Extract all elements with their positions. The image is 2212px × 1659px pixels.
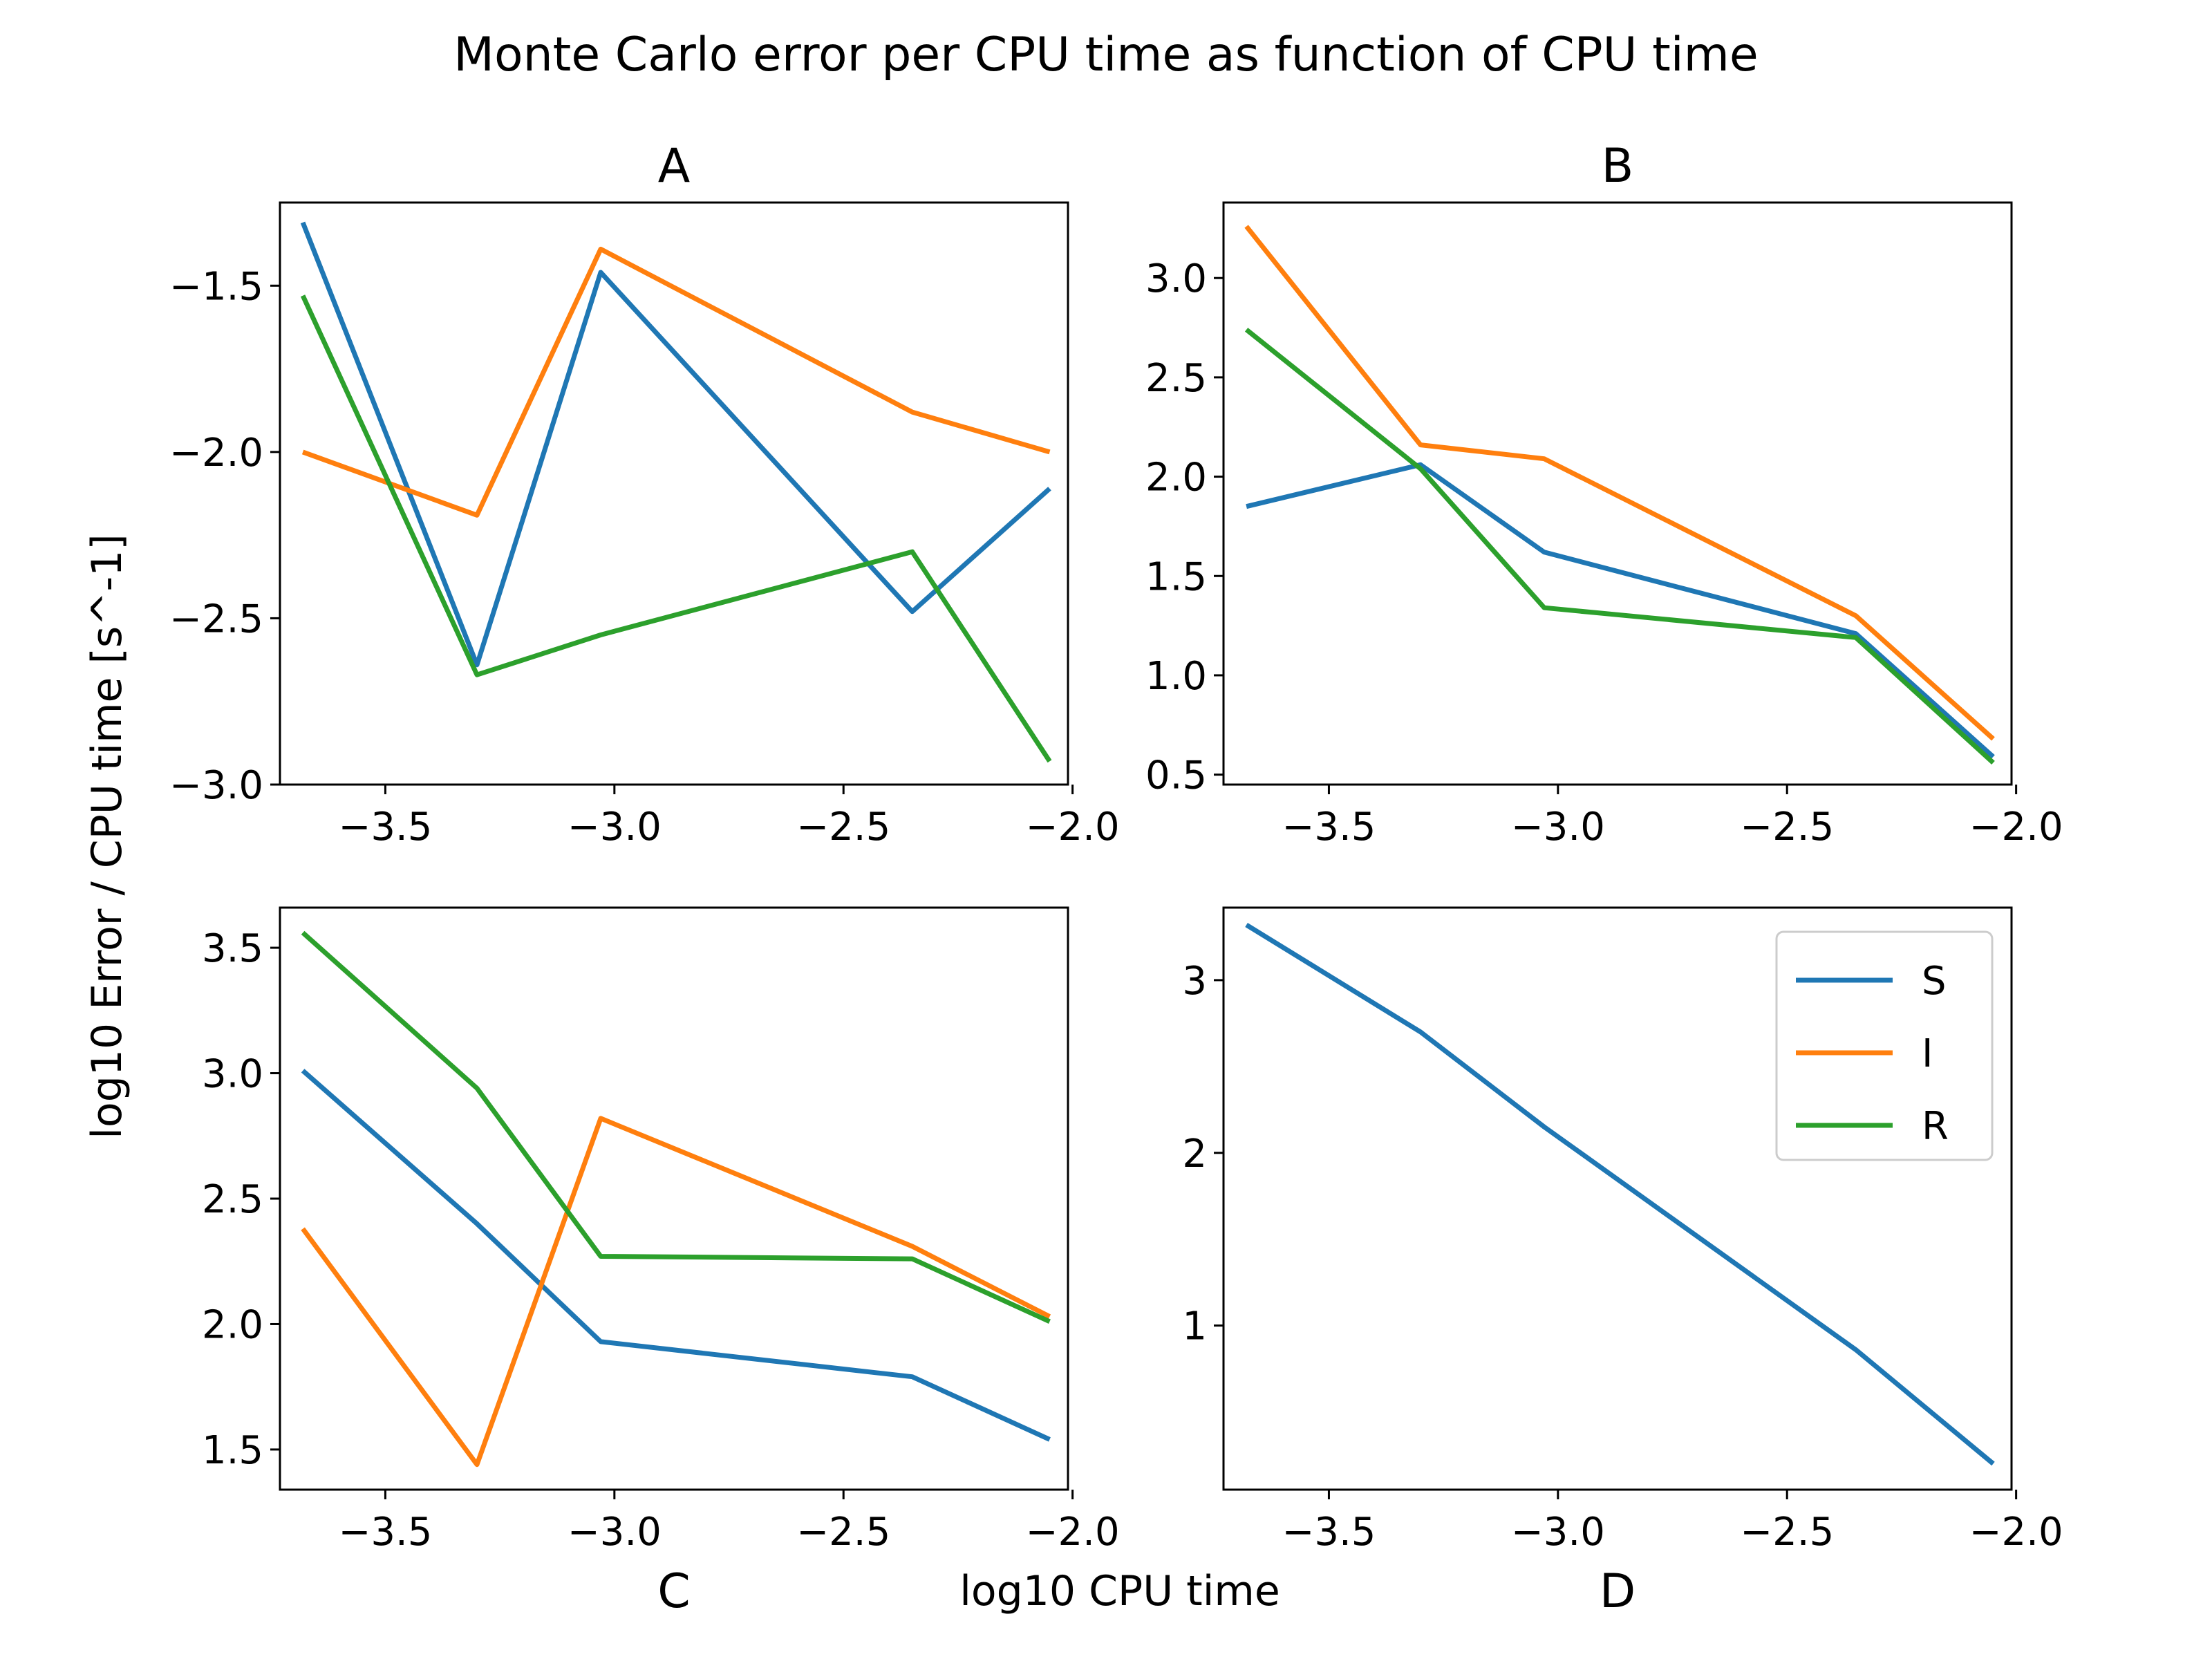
y-tick-label: 2.5 (1145, 356, 1207, 401)
y-tick-label: 3 (1182, 959, 1207, 1004)
x-tick-label: −2.5 (1740, 805, 1834, 850)
legend-label-R: R (1922, 1104, 1949, 1149)
y-tick-label: 1.5 (202, 1428, 263, 1473)
y-tick-label: 2.5 (202, 1177, 263, 1222)
axes-frame (1222, 906, 2013, 1491)
x-tick-label: −2.5 (796, 1510, 890, 1555)
y-tick-label: −2.5 (169, 597, 263, 641)
subplot-B: −3.5 −3.0 −2.5 −2.0 3.0 2.5 2.0 1.5 1.0 0.5 B (1145, 139, 2063, 850)
shared-x-axis-label: log10 CPU time (959, 1567, 1280, 1615)
series-line-I (1244, 225, 1995, 741)
legend-label-S: S (1922, 959, 1947, 1004)
x-tick-label: −3.5 (338, 1510, 432, 1555)
y-tick-label: 2.0 (202, 1302, 263, 1347)
x-tick-label: −3.5 (1282, 1510, 1376, 1555)
y-tick-label: 3.0 (1145, 256, 1207, 301)
x-tick-label: −2.0 (1026, 1510, 1120, 1555)
x-tick-label: −3.5 (1282, 805, 1376, 850)
axes-frame (279, 906, 1069, 1491)
x-tick-label: −3.0 (1511, 805, 1605, 850)
y-tick-label: −1.5 (169, 264, 263, 309)
series-line-R (301, 930, 1051, 1324)
x-tick-label: −2.5 (796, 805, 890, 850)
series-line-S (300, 221, 1051, 668)
series-line-R (1244, 328, 1995, 765)
x-tick-label: −2.0 (1969, 805, 2063, 850)
y-tick-label: 0.5 (1145, 753, 1207, 798)
subplots: −3.5 −3.0 −2.5 −2.0−1.5−2.0−2.5−3.0A−3.5 −3.… (169, 139, 2063, 1619)
x-tick-label: −2.0 (1026, 805, 1120, 850)
y-tick-label: 1.5 (1145, 554, 1207, 599)
legend-box (1775, 930, 1994, 1161)
y-tick-label: −3.0 (169, 763, 263, 808)
x-tick-label: −3.0 (568, 1510, 662, 1555)
shared-y-axis-label: log10 Error / CPU time [s^-1] (83, 534, 131, 1138)
y-tick-label: −2.0 (169, 431, 263, 476)
x-tick-label: −3.5 (338, 805, 432, 850)
legend: SIR (1775, 930, 1994, 1161)
series-line-S (1245, 923, 1995, 1466)
subplot-A: −3.5 −3.0 −2.5 −2.0 −1.5 −2.0 −2.5 −3.0 A (169, 139, 1120, 850)
y-tick-label: 2.0 (1145, 456, 1207, 500)
subplot-title: D (1600, 1564, 1635, 1619)
series-line-I (301, 1116, 1051, 1468)
y-tick-label: 3.0 (202, 1052, 263, 1097)
subplot-title: A (658, 139, 691, 194)
figure-title: Monte Carlo error per CPU time as functi… (453, 28, 1758, 82)
legend-label-I: I (1922, 1031, 1933, 1076)
y-tick-label: 1.0 (1145, 654, 1207, 699)
subplot-D: −3.5 −3.0 −2.5 −2.0 3 2 1 D SIR (1182, 906, 2063, 1619)
y-tick-label: 2 (1182, 1132, 1207, 1177)
y-tick-label: 3.5 (202, 926, 263, 971)
x-tick-label: −3.0 (1511, 1510, 1605, 1555)
x-tick-label: −3.0 (568, 805, 662, 850)
subplot-C: −3.5 −3.0 −2.5 −2.0 3.5 3.0 2.5 2.0 1.5 C (202, 906, 1120, 1619)
series-line-I (301, 246, 1051, 518)
axes-frame (279, 201, 1069, 786)
y-tick-label: 1 (1182, 1304, 1207, 1349)
x-tick-label: −2.0 (1969, 1510, 2063, 1555)
series-line-S (1246, 462, 1995, 759)
x-tick-label: −2.5 (1740, 1510, 1834, 1555)
subplot-title: C (657, 1564, 690, 1619)
series-line-S (301, 1069, 1051, 1442)
series-line-R (300, 294, 1052, 763)
subplot-title: B (1602, 139, 1634, 194)
axes-frame (1222, 201, 2013, 786)
